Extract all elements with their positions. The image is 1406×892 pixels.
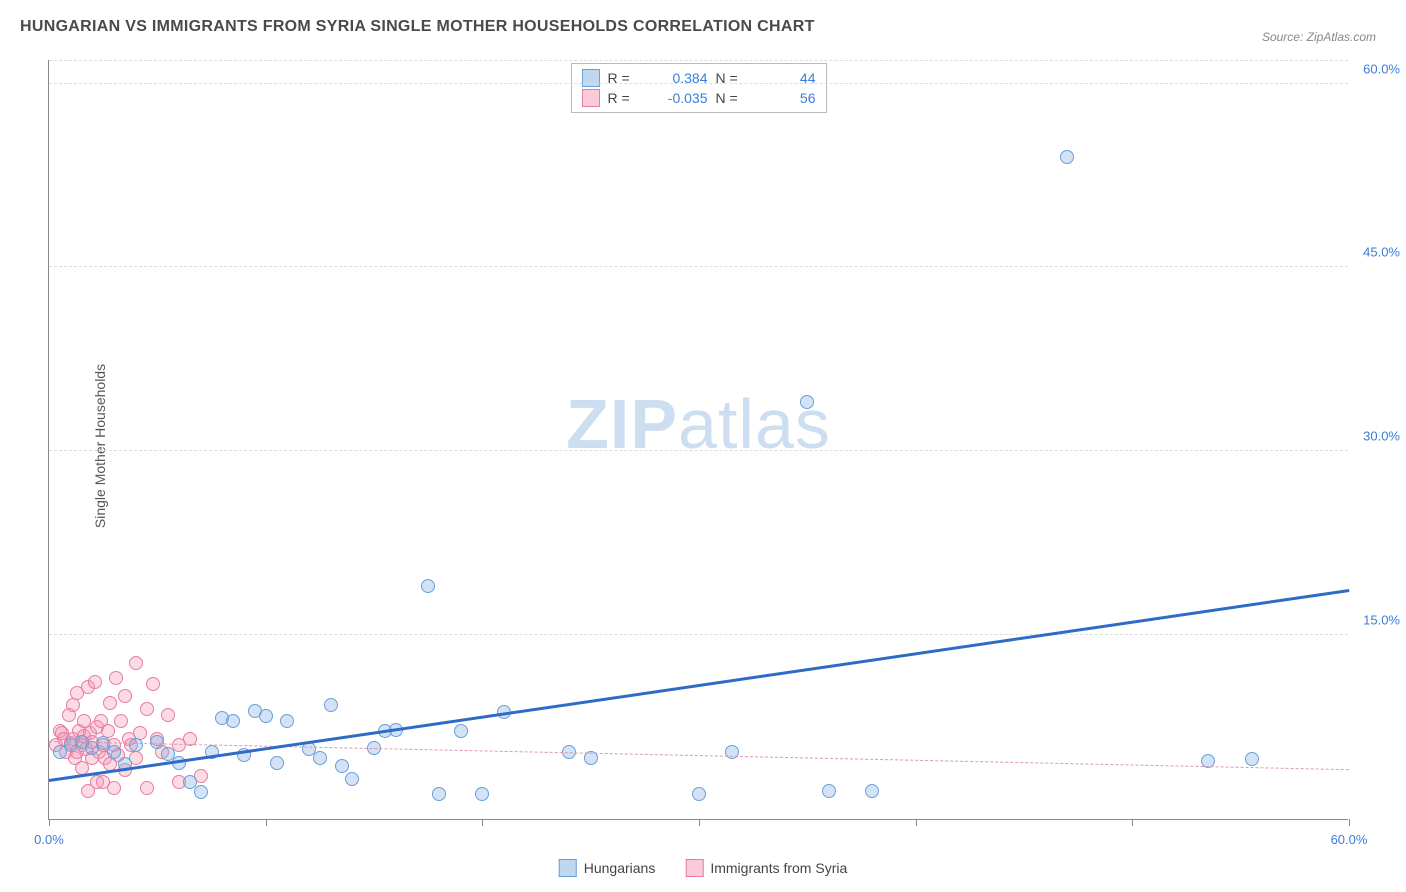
gridline — [49, 634, 1348, 635]
r-value-hungarians: 0.384 — [648, 70, 708, 86]
legend-label-syria: Immigrants from Syria — [710, 860, 847, 876]
scatter-point — [161, 708, 175, 722]
xtick — [482, 819, 483, 826]
scatter-point — [335, 759, 349, 773]
watermark: ZIPatlas — [566, 384, 831, 464]
series-legend: Hungarians Immigrants from Syria — [559, 859, 848, 877]
scatter-point — [140, 781, 154, 795]
ytick-label: 45.0% — [1363, 245, 1400, 260]
scatter-point — [259, 709, 273, 723]
scatter-point — [150, 735, 164, 749]
gridline — [49, 60, 1348, 61]
scatter-point — [800, 395, 814, 409]
ytick-label: 15.0% — [1363, 613, 1400, 628]
scatter-point — [103, 696, 117, 710]
swatch-hungarians-icon — [582, 69, 600, 87]
gridline — [49, 266, 1348, 267]
xtick-label: 0.0% — [34, 832, 64, 847]
stats-row-hungarians: R = 0.384 N = 44 — [582, 68, 816, 88]
trendline — [49, 589, 1349, 782]
swatch-syria-icon — [685, 859, 703, 877]
n-label: N = — [716, 70, 748, 86]
xtick-label: 60.0% — [1331, 832, 1368, 847]
scatter-point — [432, 787, 446, 801]
n-value-hungarians: 44 — [756, 70, 816, 86]
scatter-point — [194, 785, 208, 799]
scatter-point — [129, 656, 143, 670]
scatter-point — [313, 751, 327, 765]
chart-title: HUNGARIAN VS IMMIGRANTS FROM SYRIA SINGL… — [20, 18, 815, 36]
stats-row-syria: R = -0.035 N = 56 — [582, 88, 816, 108]
scatter-point — [140, 702, 154, 716]
scatter-point — [129, 738, 143, 752]
gridline — [49, 83, 1348, 84]
scatter-point — [1245, 752, 1259, 766]
xtick — [916, 819, 917, 826]
source-attribution: Source: ZipAtlas.com — [1262, 30, 1376, 44]
correlation-stats-box: R = 0.384 N = 44 R = -0.035 N = 56 — [571, 63, 827, 113]
swatch-syria-icon — [582, 89, 600, 107]
scatter-point — [324, 698, 338, 712]
ytick-label: 60.0% — [1363, 61, 1400, 76]
scatter-point — [280, 714, 294, 728]
scatter-point — [146, 677, 160, 691]
xtick — [699, 819, 700, 826]
r-value-syria: -0.035 — [648, 90, 708, 106]
scatter-point — [66, 698, 80, 712]
scatter-point — [109, 671, 123, 685]
n-value-syria: 56 — [756, 90, 816, 106]
legend-item-syria: Immigrants from Syria — [685, 859, 847, 877]
ytick-label: 30.0% — [1363, 429, 1400, 444]
scatter-point — [345, 772, 359, 786]
xtick — [1349, 819, 1350, 826]
scatter-point — [107, 745, 121, 759]
scatter-point — [475, 787, 489, 801]
scatter-point — [270, 756, 284, 770]
scatter-point — [421, 579, 435, 593]
legend-item-hungarians: Hungarians — [559, 859, 656, 877]
scatter-point — [454, 724, 468, 738]
xtick — [266, 819, 267, 826]
scatter-point — [1060, 150, 1074, 164]
scatter-point — [88, 675, 102, 689]
scatter-point — [114, 714, 128, 728]
scatter-point — [865, 784, 879, 798]
plot-area: ZIPatlas R = 0.384 N = 44 R = -0.035 N =… — [48, 60, 1348, 820]
gridline — [49, 450, 1348, 451]
scatter-point — [692, 787, 706, 801]
scatter-point — [107, 781, 121, 795]
xtick — [1132, 819, 1133, 826]
watermark-zip: ZIP — [566, 385, 678, 463]
r-label: R = — [608, 90, 640, 106]
n-label: N = — [716, 90, 748, 106]
scatter-point — [822, 784, 836, 798]
scatter-point — [118, 689, 132, 703]
xtick — [49, 819, 50, 826]
legend-label-hungarians: Hungarians — [584, 860, 656, 876]
swatch-hungarians-icon — [559, 859, 577, 877]
r-label: R = — [608, 70, 640, 86]
scatter-point — [226, 714, 240, 728]
